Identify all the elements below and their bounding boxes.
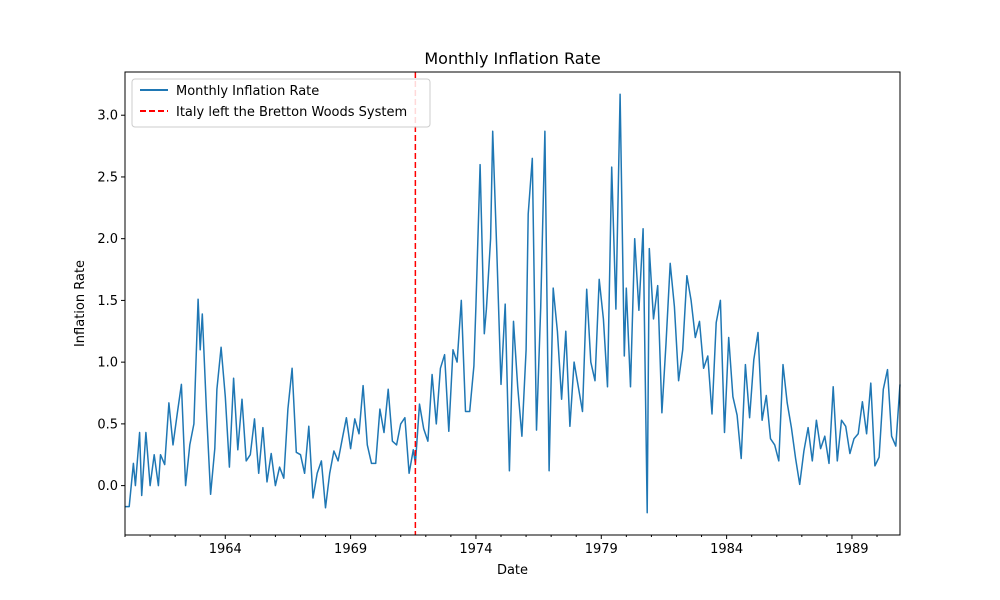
series-layer	[125, 93, 901, 514]
legend-label-series: Monthly Inflation Rate	[176, 84, 319, 99]
x-tick-label: 1984	[710, 542, 743, 557]
legend-box	[131, 78, 431, 128]
y-tick-label: 2.5	[97, 170, 118, 185]
legend: Monthly Inflation Rate Italy left the Br…	[131, 78, 431, 128]
x-tick-label: 1969	[334, 542, 367, 557]
y-axis-ticks: 0.0 0.5 1.0 1.5 2.0 2.5 3.0	[97, 109, 125, 494]
plot-frame	[124, 71, 901, 536]
y-tick-label: 0.5	[97, 417, 118, 432]
x-tick-label: 1964	[209, 542, 242, 557]
y-axis-label: Inflation Rate	[73, 260, 88, 347]
x-axis-label: Date	[497, 563, 528, 578]
y-tick-label: 3.0	[97, 109, 118, 124]
series-line-0	[125, 93, 901, 514]
x-tick-label: 1989	[835, 542, 868, 557]
x-axis-ticks: 1964 1969 1974 1979 1984 1989	[124, 535, 878, 557]
chart-title: Monthly Inflation Rate	[424, 49, 600, 68]
plot-area	[124, 71, 901, 536]
y-tick-label: 1.5	[97, 294, 118, 309]
y-tick-label: 2.0	[97, 232, 118, 247]
x-tick-label: 1974	[459, 542, 492, 557]
legend-label-vline: Italy left the Bretton Woods System	[176, 105, 407, 120]
y-tick-label: 1.0	[97, 356, 118, 371]
x-tick-label: 1979	[585, 542, 618, 557]
y-tick-label: 0.0	[97, 479, 118, 494]
